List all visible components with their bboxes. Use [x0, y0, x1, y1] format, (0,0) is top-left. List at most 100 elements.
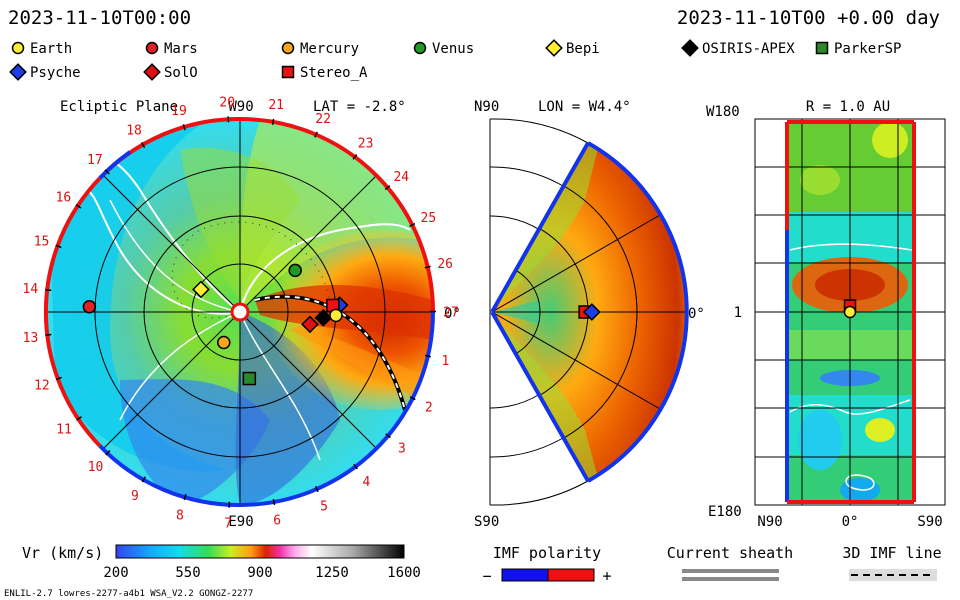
- ecliptic-marker-solo: [301, 315, 319, 334]
- legend-solo-label: SolO: [164, 65, 198, 81]
- legend-mars-symbol: [145, 41, 159, 55]
- ecliptic-lat-label: LAT = -2.8°: [313, 99, 406, 115]
- carrington-tick-22: [314, 131, 318, 138]
- colorbar-tick-200: 200: [103, 565, 128, 581]
- legend-mercury-symbol: [281, 41, 295, 55]
- latlon-bottom-left-label: E180: [708, 504, 742, 520]
- legend-item-parkersp: ParkerSP: [815, 41, 901, 57]
- carrington-day-8: 8: [176, 508, 184, 523]
- carrington-day-24: 24: [393, 170, 409, 185]
- carrington-tick-23: [352, 154, 358, 160]
- colorbar-tick-1600: 1600: [387, 565, 421, 581]
- meridional-lon-label: LON = W4.4°: [538, 99, 631, 115]
- ecliptic-map: [47, 119, 433, 505]
- legend-stereo-a-symbol: [281, 65, 295, 79]
- carrington-tick-13: [45, 333, 52, 336]
- carrington-tick-16: [75, 204, 82, 209]
- current-sheath-swatch-1: [682, 569, 779, 573]
- carrington-day-17: 17: [87, 153, 103, 168]
- carrington-tick-24: [384, 185, 391, 191]
- ecliptic-right-label: 0°: [444, 306, 461, 322]
- carrington-day-1: 1: [442, 354, 450, 369]
- carrington-day-19: 19: [171, 104, 187, 119]
- carrington-tick-5: [314, 485, 319, 493]
- carrington-tick-15: [55, 244, 62, 249]
- legend-item-psyche: Psyche: [9, 63, 81, 81]
- carrington-tick-18: [140, 142, 146, 149]
- carrington-day-26: 26: [437, 257, 453, 272]
- legend-item-bepi: Bepi: [545, 39, 600, 57]
- ecliptic-top-label: W90: [228, 99, 253, 115]
- carrington-tick-9: [141, 476, 147, 483]
- carrington-day-6: 6: [273, 514, 281, 529]
- latlon-r-label: R = 1.0 AU: [806, 99, 890, 115]
- carrington-tick-3: [385, 433, 391, 439]
- carrington-day-27: 27: [443, 306, 459, 321]
- carrington-day-2: 2: [425, 400, 433, 415]
- carrington-day-14: 14: [23, 282, 39, 297]
- legend-item-earth: Earth: [11, 41, 72, 57]
- meridional-bottom-label: S90: [474, 514, 499, 530]
- ecliptic-bottom-label: E90: [228, 514, 253, 530]
- colorbar-ticks: 200 550 900 1250 1600: [103, 565, 421, 581]
- carrington-day-22: 22: [315, 112, 331, 127]
- carrington-tick-17: [104, 169, 110, 175]
- carrington-tick-19: [182, 124, 186, 131]
- colorbar-label: Vr (km/s): [22, 544, 103, 562]
- ecliptic-marker-mars: [82, 299, 97, 314]
- ecliptic-panel: Ecliptic Plane LAT = -2.8° W90 E90 0°: [23, 95, 461, 531]
- carrington-day-21: 21: [268, 98, 284, 113]
- legend-mercury-label: Mercury: [300, 41, 359, 57]
- carrington-tick-10: [105, 449, 111, 456]
- carrington-day-5: 5: [320, 500, 328, 515]
- legend-item-mars: Mars: [145, 41, 198, 57]
- legend: Earth Mars Mercury Venus Bepi OSIRIS-APEX Park…: [9, 39, 901, 81]
- carrington-tick-21: [271, 118, 275, 125]
- carrington-tick-1: [424, 354, 431, 358]
- imf-line-title: 3D IMF line: [842, 544, 941, 562]
- legend-psyche-symbol: [9, 63, 27, 81]
- imf-minus: −: [482, 567, 491, 585]
- meridional-right-label: 0°: [688, 306, 705, 322]
- legend-item-solo: SolO: [143, 63, 198, 81]
- carrington-tick-2: [409, 396, 416, 401]
- carrington-tick-11: [76, 416, 82, 421]
- legend-parkersp-label: ParkerSP: [834, 41, 901, 57]
- colorbar-tick-550: 550: [175, 565, 200, 581]
- carrington-tick-26: [424, 265, 431, 269]
- carrington-tick-6: [272, 498, 276, 506]
- legend-earth-symbol: [11, 41, 25, 55]
- carrington-day-13: 13: [23, 331, 39, 346]
- latlon-x-label-2: S90: [917, 514, 942, 530]
- carrington-day-4: 4: [362, 475, 370, 490]
- latlon-map: [755, 119, 945, 505]
- carrington-day-11: 11: [56, 422, 72, 437]
- legend-venus-symbol: [413, 41, 427, 55]
- latlon-top-left-label: W180: [706, 104, 740, 120]
- latlon-x-label-0: N90: [757, 514, 782, 530]
- carrington-tick-14: [45, 288, 52, 292]
- carrington-day-15: 15: [34, 234, 50, 249]
- legend-parkersp-symbol: [815, 41, 829, 55]
- carrington-day-10: 10: [88, 460, 104, 475]
- carrington-tick-12: [55, 376, 62, 381]
- carrington-day-18: 18: [126, 124, 142, 139]
- ecliptic-marker-osiris-apex: [314, 308, 333, 327]
- legend-bepi-label: Bepi: [566, 41, 600, 57]
- carrington-tick-4: [353, 463, 359, 470]
- ecliptic-title: Ecliptic Plane: [60, 99, 178, 115]
- legend-item-stereo-a: Stereo_A: [281, 65, 368, 81]
- ecliptic-marker-bepi: [192, 280, 210, 299]
- latlon-panel: R = 1.0 AU W180 E180 1 N90 0° S90: [706, 99, 946, 530]
- ecliptic-marker-venus: [288, 263, 302, 278]
- carrington-tick-25: [409, 222, 416, 228]
- footer-left: ENLIL-2.7 lowres-2277-a4b1 WSA_V2.2 GONG…: [4, 589, 253, 599]
- ecliptic-marker-earth: [329, 308, 343, 323]
- legend-osiris-apex-label: OSIRIS-APEX: [702, 41, 795, 57]
- colorbar-tick-1250: 1250: [315, 565, 349, 581]
- meridional-markers: [578, 303, 601, 321]
- latlon-mid-left-label: 1: [734, 305, 742, 321]
- carrington-day-25: 25: [421, 211, 437, 226]
- ecliptic-markers: [82, 263, 349, 386]
